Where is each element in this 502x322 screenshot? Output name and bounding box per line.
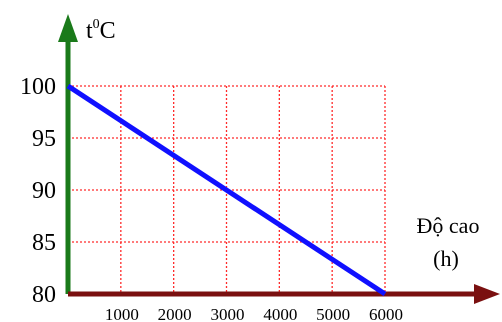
x-axis-label-line1: Độ cao (417, 213, 480, 238)
y-tick-label-4: 80 (32, 282, 56, 308)
x-axis-label-line2: (h) (433, 246, 459, 271)
x-tick-label-3: 4000 (263, 305, 297, 322)
series-line-0 (66, 83, 387, 297)
y-axis-arrow (58, 14, 78, 42)
x-axis-arrow (474, 284, 500, 304)
x-tick-label-1: 2000 (158, 305, 192, 322)
data-marks (66, 83, 387, 297)
x-tick-label-4: 5000 (316, 305, 350, 322)
y-tick-label-2: 90 (32, 178, 56, 204)
y-tick-label-3: 85 (32, 230, 56, 256)
x-tick-label-0: 1000 (105, 305, 139, 322)
labels: t0C Độ cao (h) 100 95 90 85 80 1000 2000 3000 40… (20, 17, 479, 322)
axes (58, 14, 500, 304)
y-tick-label-0: 100 (20, 74, 56, 100)
grid (68, 85, 386, 294)
x-tick-label-2: 3000 (211, 305, 245, 322)
y-axis-label: t0C (86, 17, 116, 44)
y-tick-label-1: 95 (32, 126, 56, 152)
x-tick-label-5: 6000 (369, 305, 403, 322)
